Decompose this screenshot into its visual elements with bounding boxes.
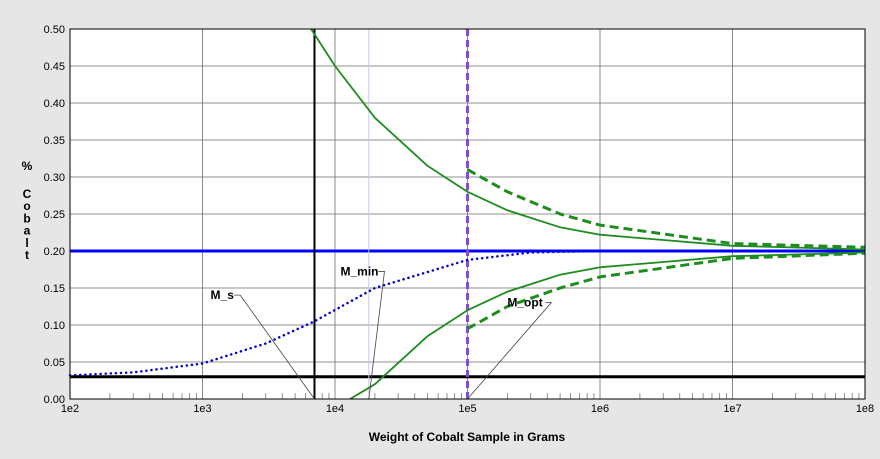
y-axis-title-char: C <box>23 187 32 201</box>
x-tick-label: 1e5 <box>458 403 476 415</box>
x-tick-label: 1e8 <box>856 403 874 415</box>
y-axis-title-char: % <box>22 159 33 173</box>
minor-gridlines <box>109 393 860 399</box>
y-tick-label: 0.40 <box>44 98 65 110</box>
x-axis-title: Weight of Cobalt Sample in Grams <box>369 430 566 444</box>
x-tick-label: 1e2 <box>61 403 79 415</box>
x-axis-title-group: Weight of Cobalt Sample in Grams <box>369 430 566 444</box>
annotation-label: M_opt <box>507 296 542 310</box>
x-tick-label: 1e3 <box>193 403 211 415</box>
x-tick-label: 1e6 <box>591 403 609 415</box>
annotation-label: M_s <box>211 288 235 302</box>
y-axis-title-char: l <box>25 236 28 250</box>
annotations: M_s M_min M_opt <box>211 264 553 400</box>
annotation-leader <box>467 302 553 400</box>
y-axis-title-char: b <box>23 211 30 225</box>
y-axis-title: % Cobalt <box>22 159 33 262</box>
lower-bound-opt-curve <box>466 251 866 331</box>
x-tick-label: 1e7 <box>723 403 741 415</box>
reference-lines <box>70 29 865 399</box>
series-curves <box>68 28 866 400</box>
y-axis-title-char: o <box>23 199 30 213</box>
upper-bound-curve <box>310 28 866 251</box>
annotation-leader <box>368 271 385 400</box>
y-tick-label: 0.25 <box>44 209 65 221</box>
y-axis-title-char: a <box>24 224 31 238</box>
y-tick-label: 0.15 <box>44 283 65 295</box>
x-tick-label: 1e4 <box>326 403 344 415</box>
y-tick-label: 0.10 <box>44 320 65 332</box>
y-tick-label: 0.20 <box>44 246 65 258</box>
y-tick-label: 0.30 <box>44 172 65 184</box>
cumulative-curve <box>68 249 602 377</box>
y-axis-title-char: t <box>25 248 29 262</box>
y-tick-label: 0.05 <box>44 357 65 369</box>
upper-bound-opt-curve <box>466 168 866 249</box>
annotation-leader <box>234 294 315 400</box>
y-tick-label: 0.35 <box>44 135 65 147</box>
y-tick-label: 0.50 <box>44 24 65 36</box>
annotation-label: M_min <box>340 264 378 278</box>
y-tick-label: 0.45 <box>44 61 65 73</box>
lower-bound-curve <box>349 251 866 400</box>
tick-labels: 1e2 1e3 1e4 1e5 1e6 1e7 1e8 0.00 0.05 0.10 0.15 0.2… <box>44 24 875 415</box>
plot-border <box>69 28 866 400</box>
y-tick-label: 0.00 <box>44 394 65 406</box>
